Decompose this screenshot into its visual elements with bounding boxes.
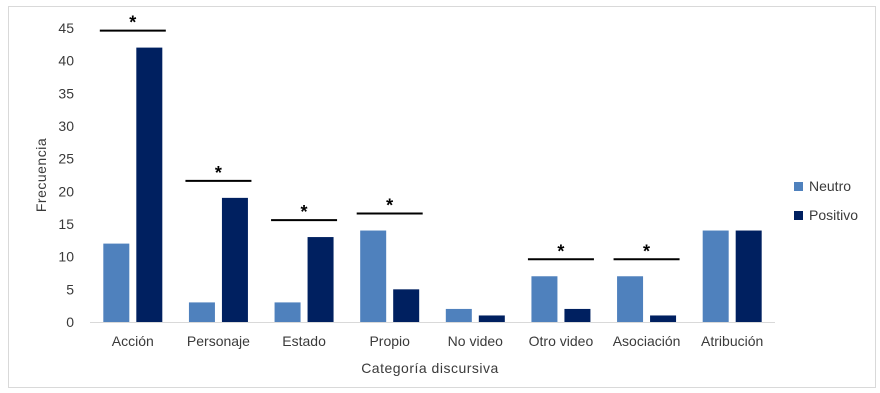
y-tick-label: 0 bbox=[66, 314, 74, 330]
y-tick-label: 20 bbox=[58, 183, 74, 199]
legend-label-neutro: Neutro bbox=[809, 178, 851, 194]
y-tick-label: 45 bbox=[58, 20, 74, 36]
y-axis-title: Frecuencia bbox=[33, 138, 49, 212]
significance-star: * bbox=[129, 13, 136, 33]
y-tick-label: 30 bbox=[58, 118, 74, 134]
significance-star: * bbox=[301, 202, 308, 222]
bar-positivo bbox=[393, 289, 420, 322]
bar-neutro bbox=[103, 243, 130, 322]
significance-star: * bbox=[643, 241, 650, 261]
bar-neutro bbox=[702, 230, 729, 322]
bar-neutro bbox=[531, 276, 558, 322]
bar-neutro bbox=[445, 308, 472, 322]
bar-positivo bbox=[221, 197, 248, 322]
y-tick-label: 40 bbox=[58, 53, 74, 69]
bar-positivo bbox=[650, 315, 677, 322]
y-tick-label: 5 bbox=[66, 281, 74, 297]
x-tick-label: Asociación bbox=[613, 333, 681, 349]
bar-neutro bbox=[188, 302, 215, 322]
x-tick-label: Acción bbox=[112, 333, 154, 349]
x-tick-label: Estado bbox=[282, 333, 326, 349]
bar-neutro bbox=[360, 230, 387, 322]
bar-neutro bbox=[274, 302, 301, 322]
y-tick-label: 10 bbox=[58, 249, 74, 265]
x-tick-label: Atribución bbox=[701, 333, 763, 349]
x-tick-label: Personaje bbox=[187, 333, 250, 349]
y-tick-label: 25 bbox=[58, 151, 74, 167]
bar-positivo bbox=[136, 47, 163, 322]
bar-positivo bbox=[735, 230, 762, 322]
bar-neutro bbox=[617, 276, 644, 322]
x-tick-label: Otro video bbox=[529, 333, 594, 349]
bar-positivo bbox=[307, 237, 334, 322]
bar-positivo bbox=[564, 308, 591, 322]
x-axis-title: Categoría discursiva bbox=[361, 360, 499, 376]
significance-star: * bbox=[557, 241, 564, 261]
bar-positivo bbox=[478, 315, 505, 322]
y-tick-label: 35 bbox=[58, 85, 74, 101]
y-tick-label: 15 bbox=[58, 216, 74, 232]
significance-star: * bbox=[386, 196, 393, 216]
legend-label-positivo: Positivo bbox=[809, 207, 858, 223]
significance-star: * bbox=[215, 163, 222, 183]
legend-swatch-neutro bbox=[794, 182, 803, 191]
legend-swatch-positivo bbox=[794, 211, 803, 220]
x-tick-label: No video bbox=[448, 333, 503, 349]
x-tick-label: Propio bbox=[369, 333, 410, 349]
